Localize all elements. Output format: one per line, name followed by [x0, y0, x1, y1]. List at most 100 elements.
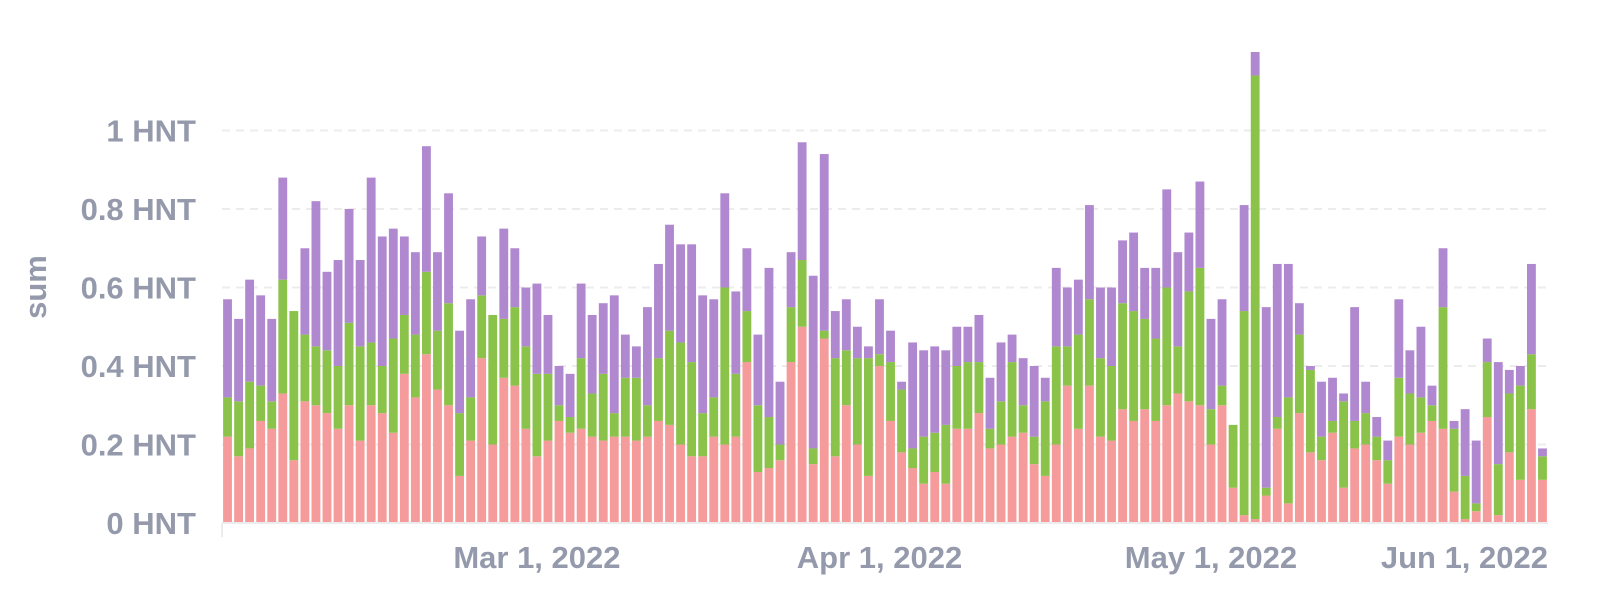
bar-segment-red[interactable]	[1062, 385, 1072, 524]
bar-segment-purple[interactable]	[985, 377, 995, 429]
bar-segment-red[interactable]	[1107, 440, 1116, 523]
bar-segment-purple[interactable]	[311, 201, 321, 347]
bar-segment-purple[interactable]	[1527, 263, 1536, 355]
bar-segment-purple[interactable]	[1118, 240, 1127, 304]
bar-segment-green[interactable]	[1051, 346, 1061, 445]
bar-segment-purple[interactable]	[1184, 232, 1194, 292]
bar-segment-red[interactable]	[996, 444, 1006, 524]
bar-segment-red[interactable]	[786, 362, 796, 523]
bar-segment-green[interactable]	[1372, 436, 1382, 461]
bar-segment-green[interactable]	[797, 260, 807, 327]
bar-segment-purple[interactable]	[919, 350, 929, 437]
bar-segment-red[interactable]	[1018, 432, 1028, 523]
bar-segment-red[interactable]	[1217, 405, 1227, 523]
bar-segment-green[interactable]	[543, 373, 553, 441]
bar-segment-green[interactable]	[477, 295, 487, 359]
bar-segment-green[interactable]	[1405, 393, 1415, 445]
bar-segment-purple[interactable]	[1383, 440, 1393, 461]
bar-segment-green[interactable]	[864, 358, 873, 476]
bar-segment-green[interactable]	[355, 346, 365, 441]
bar-segment-red[interactable]	[852, 444, 862, 524]
bar-segment-green[interactable]	[1018, 405, 1028, 433]
bar-segment-green[interactable]	[344, 322, 354, 406]
bar-segment-red[interactable]	[576, 428, 586, 523]
bar-segment-green[interactable]	[1317, 436, 1326, 461]
bar-segment-red[interactable]	[587, 436, 597, 523]
bar-segment-red[interactable]	[1272, 428, 1282, 523]
bar-segment-green[interactable]	[1239, 311, 1249, 516]
bar-segment-green[interactable]	[1085, 299, 1094, 386]
bar-segment-red[interactable]	[1294, 413, 1304, 523]
bar-segment-red[interactable]	[886, 420, 895, 523]
bar-segment-purple[interactable]	[665, 224, 674, 331]
bar-segment-green[interactable]	[256, 385, 266, 421]
bar-segment-purple[interactable]	[267, 318, 277, 402]
bar-segment-purple[interactable]	[223, 299, 232, 398]
bar-segment-red[interactable]	[1283, 503, 1293, 524]
bar-segment-red[interactable]	[985, 448, 995, 523]
bar-segment-green[interactable]	[1118, 303, 1127, 410]
bar-segment-purple[interactable]	[753, 334, 763, 406]
bar-segment-purple[interactable]	[886, 330, 895, 363]
bar-segment-purple[interactable]	[775, 381, 785, 445]
bar-segment-red[interactable]	[333, 428, 343, 523]
bar-segment-red[interactable]	[764, 468, 774, 523]
bar-segment-purple[interactable]	[388, 228, 398, 339]
bar-segment-green[interactable]	[764, 417, 774, 469]
bar-segment-red[interactable]	[488, 444, 498, 524]
bar-segment-red[interactable]	[808, 464, 818, 524]
bar-segment-red[interactable]	[1051, 444, 1061, 524]
bar-segment-purple[interactable]	[1317, 381, 1326, 437]
bar-segment-purple[interactable]	[1239, 205, 1249, 312]
bar-segment-red[interactable]	[1029, 464, 1039, 524]
bar-segment-red[interactable]	[399, 373, 409, 523]
bar-segment-red[interactable]	[1096, 436, 1105, 523]
bar-segment-purple[interactable]	[676, 244, 685, 343]
bar-segment-purple[interactable]	[1471, 440, 1481, 504]
bar-segment-purple[interactable]	[830, 311, 840, 359]
bar-segment-green[interactable]	[1394, 377, 1404, 437]
bar-segment-green[interactable]	[919, 436, 929, 484]
bar-segment-red[interactable]	[753, 471, 763, 523]
bar-segment-green[interactable]	[1151, 338, 1161, 421]
bar-segment-purple[interactable]	[1272, 263, 1282, 418]
bar-segment-red[interactable]	[1328, 432, 1337, 523]
bar-segment-green[interactable]	[300, 334, 310, 402]
bar-segment-purple[interactable]	[1482, 338, 1492, 363]
bar-segment-green[interactable]	[388, 338, 398, 433]
bar-segment-red[interactable]	[311, 405, 321, 523]
bar-segment-red[interactable]	[1339, 487, 1348, 523]
bar-segment-purple[interactable]	[1029, 366, 1039, 437]
bar-segment-purple[interactable]	[808, 275, 818, 449]
bar-segment-green[interactable]	[643, 405, 652, 437]
bar-segment-green[interactable]	[488, 314, 498, 445]
bar-segment-green[interactable]	[620, 377, 630, 437]
bar-segment-green[interactable]	[410, 334, 420, 398]
bar-segment-green[interactable]	[455, 413, 464, 476]
bar-segment-purple[interactable]	[455, 330, 464, 414]
bar-segment-purple[interactable]	[1018, 358, 1028, 406]
bar-segment-red[interactable]	[687, 456, 697, 523]
bar-segment-purple[interactable]	[786, 252, 796, 308]
bar-segment-green[interactable]	[1438, 307, 1448, 429]
bar-segment-purple[interactable]	[996, 342, 1006, 402]
bar-segment-purple[interactable]	[234, 318, 243, 402]
bar-segment-green[interactable]	[1107, 366, 1116, 441]
bar-segment-purple[interactable]	[1339, 393, 1348, 402]
bar-segment-red[interactable]	[897, 452, 906, 523]
bar-segment-green[interactable]	[377, 366, 387, 414]
bar-segment-green[interactable]	[709, 397, 719, 437]
bar-segment-red[interactable]	[1085, 385, 1094, 524]
bar-segment-red[interactable]	[1206, 444, 1216, 524]
bar-segment-green[interactable]	[897, 389, 906, 453]
bar-segment-green[interactable]	[1416, 397, 1426, 433]
bar-segment-green[interactable]	[952, 366, 962, 429]
bar-segment-green[interactable]	[775, 444, 785, 461]
bar-segment-purple[interactable]	[1427, 385, 1437, 406]
bar-segment-green[interactable]	[444, 303, 453, 406]
bar-segment-green[interactable]	[1306, 369, 1315, 453]
bar-segment-red[interactable]	[864, 475, 873, 523]
bar-segment-green[interactable]	[576, 358, 586, 429]
bar-segment-red[interactable]	[731, 436, 741, 523]
bar-segment-purple[interactable]	[1372, 417, 1382, 437]
